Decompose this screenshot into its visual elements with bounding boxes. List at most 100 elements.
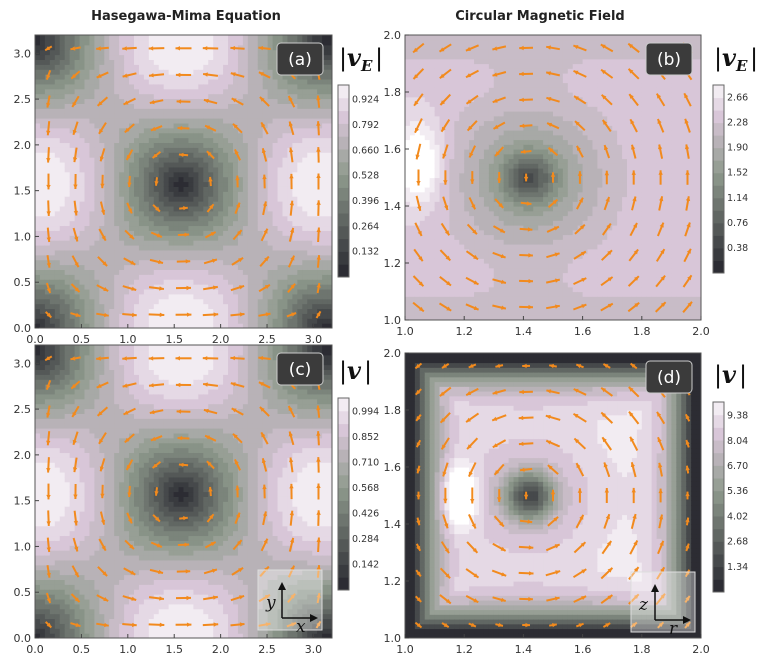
contour-cell xyxy=(173,303,180,310)
contour-cell xyxy=(84,152,91,158)
contour-cell xyxy=(444,258,450,264)
contour-cell xyxy=(233,318,239,324)
contour-cell xyxy=(143,147,150,153)
contour-cell xyxy=(153,293,160,300)
contour-cell xyxy=(483,206,490,212)
contour-cell xyxy=(163,93,170,100)
vector-arrowhead xyxy=(123,100,129,105)
contour-cell xyxy=(35,98,41,104)
contour-cell xyxy=(49,88,56,95)
contour-cell xyxy=(444,68,450,74)
contour-cell xyxy=(322,166,328,173)
contour-cell xyxy=(302,201,308,207)
contour-cell xyxy=(327,176,332,183)
contour-cell xyxy=(79,235,86,241)
contour-cell xyxy=(297,240,303,246)
contour-cell xyxy=(247,171,254,178)
vector-arrowhead xyxy=(46,102,51,108)
contour-cell xyxy=(223,74,229,80)
contour-cell xyxy=(193,137,199,144)
contour-cell xyxy=(469,305,475,312)
contour-cell xyxy=(302,264,308,270)
contour-cell xyxy=(163,44,170,51)
contour-cell xyxy=(198,59,204,65)
contour-cell xyxy=(119,201,125,207)
contour-cell xyxy=(173,313,180,319)
contour-cell xyxy=(317,220,323,227)
contour-cell xyxy=(114,142,120,148)
contour-cell xyxy=(327,303,332,310)
contour-cell xyxy=(84,201,91,207)
contour-cell xyxy=(173,191,180,197)
contour-cell xyxy=(119,196,125,202)
contour-cell xyxy=(287,225,293,231)
contour-cell xyxy=(479,244,485,250)
contour-cell xyxy=(317,298,323,305)
contour-cell xyxy=(158,152,165,158)
contour-cell xyxy=(193,122,199,129)
contour-cell xyxy=(233,269,239,275)
contour-cell xyxy=(282,230,289,236)
contour-cell xyxy=(409,296,416,302)
contour-cell xyxy=(267,142,274,148)
contour-cell xyxy=(474,77,480,84)
contour-cell xyxy=(79,44,86,51)
contour-cell xyxy=(483,115,490,122)
contour-cell xyxy=(49,249,56,256)
contour-cell xyxy=(114,318,120,324)
contour-cell xyxy=(419,248,426,255)
contour-cell xyxy=(292,323,298,328)
contour-cell xyxy=(277,108,284,114)
contour-cell xyxy=(129,303,135,310)
contour-cell xyxy=(168,142,175,148)
contour-cell xyxy=(233,108,239,114)
contour-cell xyxy=(94,44,100,51)
contour-cell xyxy=(488,234,495,240)
contour-cell xyxy=(79,279,86,285)
contour-cell xyxy=(163,298,170,305)
contour-cell xyxy=(454,35,460,41)
contour-cell xyxy=(424,54,431,60)
contour-cell xyxy=(223,191,229,197)
contour-cell xyxy=(99,323,105,328)
contour-cell xyxy=(297,274,303,280)
contour-cell xyxy=(64,244,71,251)
contour-cell xyxy=(292,313,298,319)
contour-cell xyxy=(488,49,495,55)
contour-cell xyxy=(409,248,416,255)
contour-cell xyxy=(49,230,56,236)
contour-cell xyxy=(434,77,441,84)
contour-cell xyxy=(242,279,249,285)
contour-cell xyxy=(94,201,100,207)
contour-cell xyxy=(237,323,244,328)
contour-cell xyxy=(138,78,145,85)
contour-cell xyxy=(459,201,465,207)
contour-cell xyxy=(262,269,269,275)
contour-cell xyxy=(39,308,46,314)
contour-cell xyxy=(99,186,105,192)
contour-cell xyxy=(272,64,279,70)
contour-cell xyxy=(99,137,105,144)
contour-cell xyxy=(104,303,110,310)
contour-cell xyxy=(252,318,259,324)
contour-cell xyxy=(424,172,431,179)
contour-cell xyxy=(109,152,115,158)
contour-cell xyxy=(134,308,140,314)
contour-cell xyxy=(237,235,244,241)
contour-cell xyxy=(134,235,140,241)
contour-cell xyxy=(307,269,313,275)
contour-cell xyxy=(464,215,470,221)
contour-cell xyxy=(163,152,170,158)
vector-arrowhead xyxy=(131,286,137,291)
contour-cell xyxy=(449,44,455,50)
contour-cell xyxy=(223,113,229,119)
contour-cell xyxy=(469,158,475,164)
contour-cell xyxy=(272,249,279,256)
contour-cell xyxy=(104,244,110,251)
contour-cell xyxy=(114,137,120,144)
contour-cell xyxy=(449,144,455,150)
contour-cell xyxy=(213,103,219,109)
contour-cell xyxy=(124,220,130,227)
contour-cell xyxy=(327,161,332,168)
contour-cell xyxy=(104,293,110,300)
